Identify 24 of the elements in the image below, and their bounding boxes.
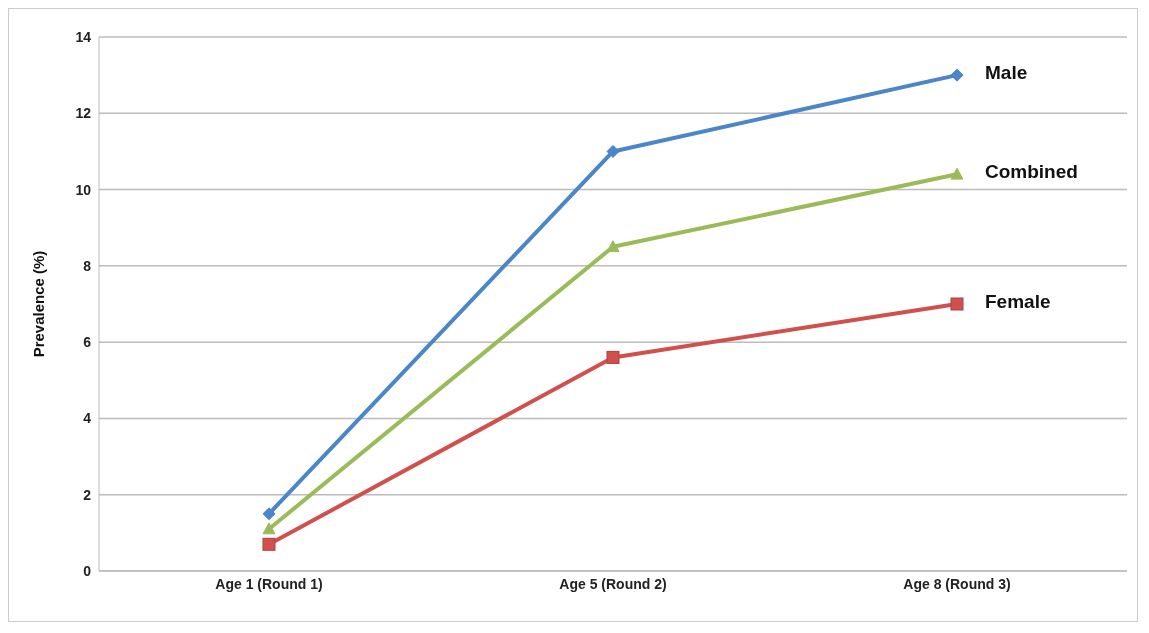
point [950, 297, 964, 311]
series-label: Female [985, 291, 1051, 312]
point [950, 68, 964, 82]
y-tick-label: 2 [83, 486, 92, 503]
x-tick-label: Age 5 (Round 2) [559, 575, 667, 592]
point [606, 144, 620, 158]
y-tick-label: 10 [75, 181, 92, 198]
point [262, 522, 276, 535]
y-tick-label: 8 [83, 257, 92, 274]
y-tick-label: 14 [75, 28, 92, 45]
point [606, 240, 620, 253]
x-tick-label: Age 8 (Round 3) [903, 575, 1011, 592]
point [262, 537, 276, 551]
point [950, 167, 964, 180]
y-tick-label: 0 [83, 562, 92, 579]
x-tick-label: Age 1 (Round 1) [215, 575, 323, 592]
y-tick-label: 6 [83, 334, 92, 351]
y-tick-label: 12 [75, 105, 92, 122]
y-tick-label: 4 [83, 410, 92, 427]
series-label: Combined [985, 161, 1078, 183]
y-axis-title: Prevalence (%) [30, 250, 48, 358]
point [262, 507, 276, 521]
series-label: Male [985, 62, 1028, 84]
point [606, 350, 620, 364]
